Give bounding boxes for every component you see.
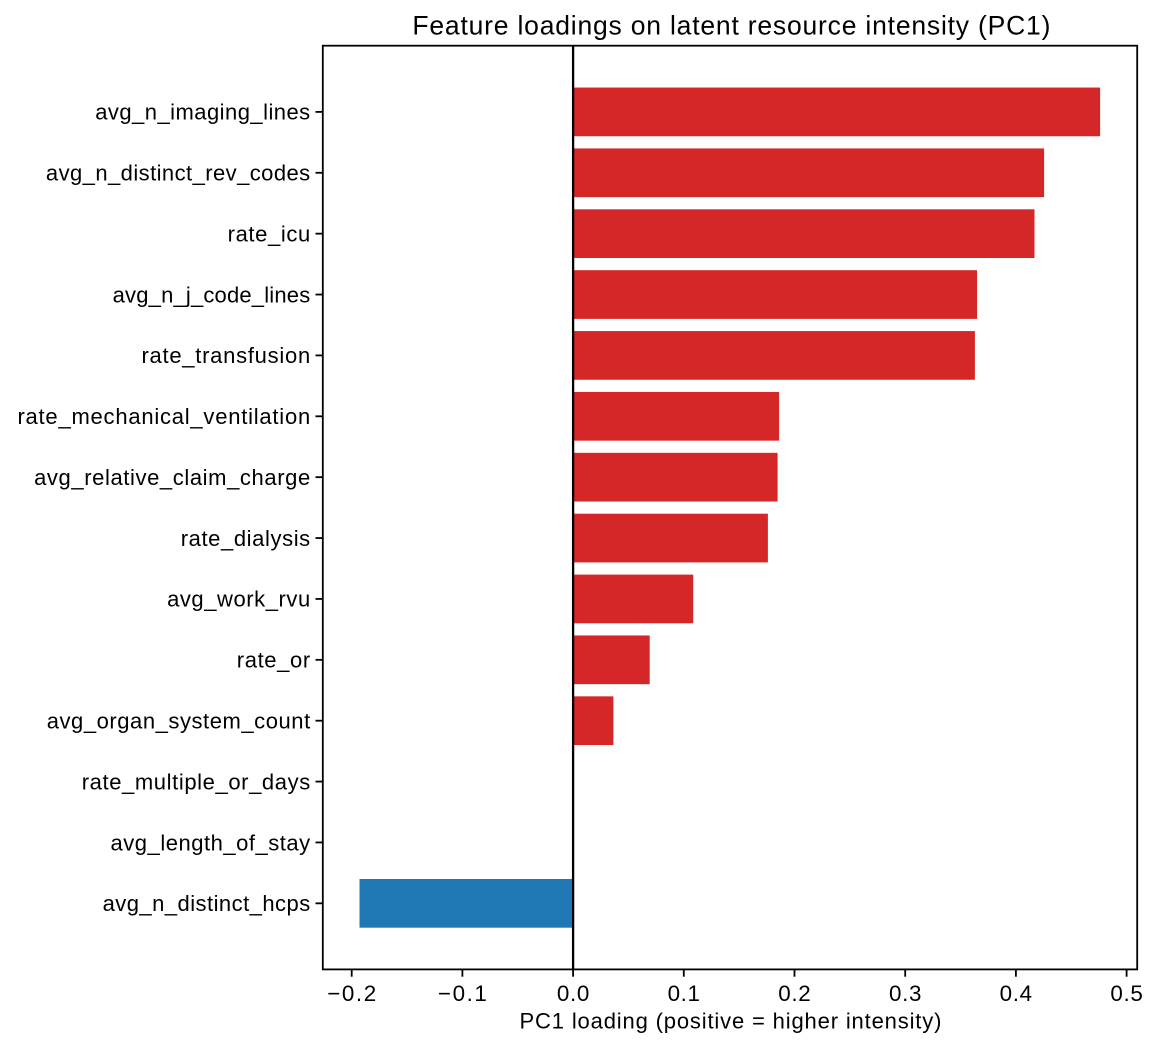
svg-text:0.2: 0.2 [778,981,811,1006]
svg-text:avg_work_rvu: avg_work_rvu [167,587,311,612]
svg-text:0.1: 0.1 [668,981,701,1006]
svg-text:0.0: 0.0 [557,981,590,1006]
svg-text:rate_mechanical_ventilation: rate_mechanical_ventilation [17,404,311,429]
svg-text:avg_n_distinct_hcps: avg_n_distinct_hcps [103,891,311,916]
svg-text:rate_multiple_or_days: rate_multiple_or_days [82,769,311,794]
svg-text:−0.2: −0.2 [327,981,378,1006]
svg-text:avg_relative_claim_charge: avg_relative_claim_charge [34,465,311,490]
svg-text:avg_n_j_code_lines: avg_n_j_code_lines [113,282,311,307]
svg-text:0.3: 0.3 [889,981,922,1006]
svg-text:0.4: 0.4 [1000,981,1033,1006]
svg-text:avg_length_of_stay: avg_length_of_stay [111,830,311,855]
svg-text:rate_transfusion: rate_transfusion [141,343,310,368]
svg-text:0.5: 0.5 [1110,981,1143,1006]
svg-text:rate_or: rate_or [237,648,311,673]
svg-text:avg_n_imaging_lines: avg_n_imaging_lines [95,100,310,125]
svg-text:rate_icu: rate_icu [228,221,311,246]
svg-text:−0.1: −0.1 [438,981,489,1006]
svg-text:Feature loadings on latent res: Feature loadings on latent resource inte… [412,11,1051,41]
svg-text:PC1 loading (positive = higher: PC1 loading (positive = higher intensity… [520,1009,943,1034]
svg-text:rate_dialysis: rate_dialysis [181,526,311,551]
svg-text:avg_n_distinct_rev_codes: avg_n_distinct_rev_codes [46,161,311,186]
svg-text:avg_organ_system_count: avg_organ_system_count [47,709,311,734]
